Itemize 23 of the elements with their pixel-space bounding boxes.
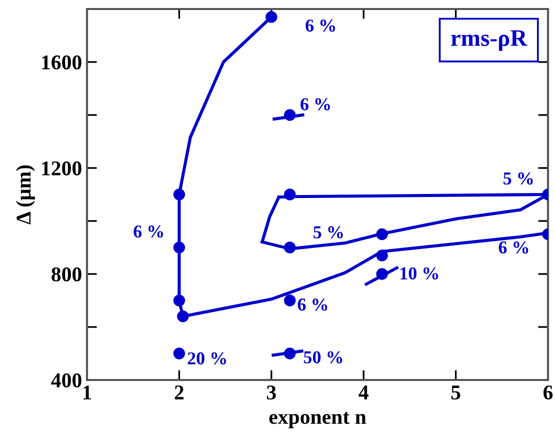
annotation: 6 % [306,20,335,32]
annotation: 6 % [134,225,164,238]
annotation: 5 % [504,172,533,185]
y-tick-label: 400 [51,373,82,388]
x-tick-label: 2 [174,386,184,400]
annotation: 50 % [304,351,342,364]
annotation: 6 % [298,298,328,311]
y-axis-title: Δ (μm) [16,165,35,224]
annotation: rms-ρR [451,30,528,51]
x-axis-title: exponent n [269,412,366,428]
annotation: 5 % [314,226,343,238]
x-tick-label: 4 [358,386,368,400]
annotation: 20 % [188,352,226,365]
y-tick-label: 1200 [42,161,82,176]
annotation: 6 % [300,98,330,110]
y-tick-label: 1600 [42,55,82,70]
x-tick-label: 6 [544,386,553,400]
y-tick-label: 800 [52,267,82,282]
x-tick-label: 3 [266,386,276,400]
annotation: 10 % [400,267,438,280]
x-tick-label: 5 [451,386,460,400]
x-tick-label: 1 [83,386,92,400]
annotation: 6 % [498,241,528,254]
